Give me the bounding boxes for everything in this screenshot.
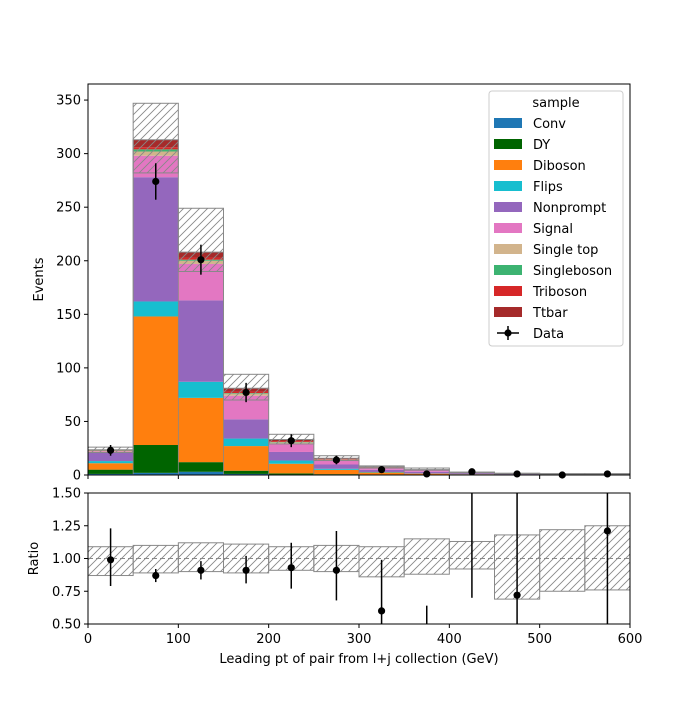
data-point-3 xyxy=(242,389,249,396)
bar-flips-1 xyxy=(133,301,178,316)
ratio-point-6 xyxy=(378,607,385,614)
main-ytick-label-5: 250 xyxy=(56,201,81,216)
ratio-point-1 xyxy=(152,572,159,579)
uncertainty-band-7 xyxy=(404,468,449,470)
main-ytick-label-0: 0 xyxy=(73,469,81,484)
uncertainty-band-1 xyxy=(133,103,178,173)
legend-label-singleboson: Singleboson xyxy=(533,264,612,279)
legend-swatch-triboson xyxy=(494,286,522,296)
ratio-point-11 xyxy=(604,527,611,534)
bar-diboson-4 xyxy=(269,464,314,474)
legend-label-single-top: Single top xyxy=(533,243,598,258)
ratio-xtick-label-3: 300 xyxy=(347,632,372,647)
ratio-point-5 xyxy=(333,567,340,574)
legend-swatch-conv xyxy=(494,118,522,128)
bar-flips-4 xyxy=(269,461,314,464)
legend-label-flips: Flips xyxy=(533,180,563,195)
legend-swatch-singleboson xyxy=(494,265,522,275)
legend-label-diboson: Diboson xyxy=(533,159,586,174)
main-ytick-label-4: 200 xyxy=(56,254,81,269)
legend-swatch-dy xyxy=(494,139,522,149)
ratio-ytick-label-1: 0.75 xyxy=(52,585,81,600)
ratio-xtick-label-4: 400 xyxy=(437,632,462,647)
legend-swatch-ttbar xyxy=(494,307,522,317)
data-point-2 xyxy=(197,256,204,263)
bar-nonprompt-4 xyxy=(269,452,314,461)
bar-diboson-5 xyxy=(314,470,359,474)
bar-flips-5 xyxy=(314,469,359,470)
legend-data-marker xyxy=(504,329,511,336)
ratio-ytick-label-4: 1.50 xyxy=(52,487,81,502)
legend-swatch-single-top xyxy=(494,244,522,254)
ratio-ylabel: Ratio xyxy=(27,542,42,575)
bar-dy-1 xyxy=(133,445,178,473)
data-point-1 xyxy=(152,178,159,185)
ratio-xtick-label-2: 200 xyxy=(256,632,281,647)
main-ytick-label-2: 100 xyxy=(56,361,81,376)
bar-diboson-3 xyxy=(224,446,269,471)
ratio-band-7 xyxy=(404,539,449,574)
bar-flips-0 xyxy=(88,461,133,463)
legend-swatch-diboson xyxy=(494,160,522,170)
ratio-ytick-label-3: 1.25 xyxy=(52,519,81,534)
legend-label-signal: Signal xyxy=(533,222,573,237)
data-point-5 xyxy=(333,456,340,463)
ratio-xtick-label-0: 0 xyxy=(84,632,92,647)
legend-title: sample xyxy=(532,96,579,111)
main-ytick-label-7: 350 xyxy=(56,94,81,109)
bar-diboson-2 xyxy=(178,398,223,462)
data-point-8 xyxy=(468,468,475,475)
bar-dy-2 xyxy=(178,462,223,472)
main-ylabel: Events xyxy=(32,257,47,301)
legend-label-ttbar: Ttbar xyxy=(532,306,568,321)
legend-label-triboson: Triboson xyxy=(532,285,587,300)
ratio-xtick-label-6: 600 xyxy=(618,632,643,647)
data-point-6 xyxy=(378,466,385,473)
bar-dy-4 xyxy=(269,473,314,474)
legend-label-data: Data xyxy=(533,327,564,342)
main-ytick-label-3: 150 xyxy=(56,308,81,323)
ratio-xtick-label-1: 100 xyxy=(166,632,191,647)
legend-label-conv: Conv xyxy=(533,117,566,132)
ratio-point-4 xyxy=(288,564,295,571)
bar-nonprompt-2 xyxy=(178,300,223,381)
ratio-ytick-label-2: 1.00 xyxy=(52,552,81,567)
bar-diboson-0 xyxy=(88,463,133,469)
ratio-point-2 xyxy=(197,567,204,574)
data-point-4 xyxy=(288,437,295,444)
ratio-point-0 xyxy=(107,556,114,563)
legend-swatch-signal xyxy=(494,223,522,233)
ratio-point-9 xyxy=(513,592,520,599)
bar-nonprompt-5 xyxy=(314,465,359,469)
legend-swatch-nonprompt xyxy=(494,202,522,212)
legend-label-nonprompt: Nonprompt xyxy=(533,201,606,216)
data-point-9 xyxy=(513,470,520,477)
legend-swatch-flips xyxy=(494,181,522,191)
main-ytick-label-1: 50 xyxy=(64,415,81,430)
ratio-xlabel: Leading pt of pair from l+j collection (… xyxy=(219,652,498,667)
ratio-band-10 xyxy=(540,530,585,592)
ratio-band-1 xyxy=(133,545,178,573)
main-ytick-label-6: 300 xyxy=(56,147,81,162)
main-plot: 0 50 100 150 200 250 300 350 Events sample Conv DY D… xyxy=(32,84,630,484)
bar-flips-2 xyxy=(178,382,223,398)
legend-label-dy: DY xyxy=(533,138,550,153)
data-point-0 xyxy=(107,447,114,454)
bar-flips-3 xyxy=(224,439,269,446)
ratio-ytick-label-0: 0.50 xyxy=(52,618,81,633)
bar-diboson-1 xyxy=(133,316,178,445)
legend: sample Conv DY Diboson Flips Nonprompt Signal S… xyxy=(489,91,623,346)
bar-nonprompt-3 xyxy=(224,419,269,438)
bar-dy-0 xyxy=(88,470,133,474)
ratio-point-3 xyxy=(242,567,249,574)
data-point-11 xyxy=(604,470,611,477)
data-point-7 xyxy=(423,470,430,477)
ratio-plot: 0.50 0.75 1.00 1.25 1.50 0 100 200 300 400 500 600 R… xyxy=(27,487,642,668)
ratio-xtick-label-5: 500 xyxy=(527,632,552,647)
bar-dy-3 xyxy=(224,471,269,474)
